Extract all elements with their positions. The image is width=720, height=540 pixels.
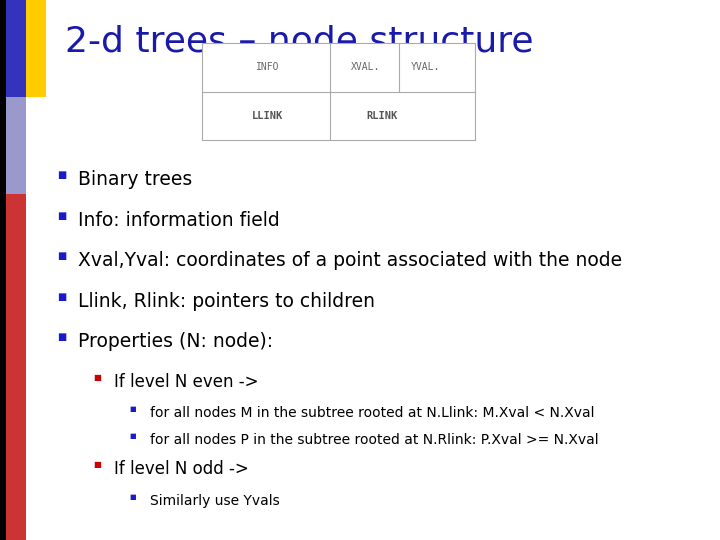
Bar [6, 97, 26, 194]
Text: ■: ■ [58, 332, 67, 342]
Text: If level N even ->: If level N even -> [114, 373, 258, 390]
Text: Binary trees: Binary trees [78, 170, 192, 189]
Text: ■: ■ [58, 211, 67, 221]
Text: XVAL.: XVAL. [351, 63, 380, 72]
Text: for all nodes M in the subtree rooted at N.Llink: M.Xval < N.Xval: for all nodes M in the subtree rooted at… [150, 406, 594, 420]
Text: RLINK: RLINK [366, 111, 398, 121]
Bar [0, 0, 6, 540]
Text: 2-d trees – node structure: 2-d trees – node structure [65, 24, 534, 58]
Text: Info: information field: Info: information field [78, 211, 279, 229]
Text: ■: ■ [130, 494, 136, 500]
Text: ■: ■ [58, 251, 67, 261]
Text: for all nodes P in the subtree rooted at N.Rlink: P.Xval >= N.Xval: for all nodes P in the subtree rooted at… [150, 433, 598, 447]
Bar [26, 0, 46, 97]
Text: ■: ■ [130, 433, 136, 439]
Bar [202, 43, 475, 140]
Text: If level N odd ->: If level N odd -> [114, 460, 248, 478]
Text: Llink, Rlink: pointers to children: Llink, Rlink: pointers to children [78, 292, 374, 310]
Text: ■: ■ [130, 406, 136, 412]
Text: ■: ■ [58, 292, 67, 302]
Text: Xval,Yval: coordinates of a point associated with the node: Xval,Yval: coordinates of a point associ… [78, 251, 622, 270]
Text: ■: ■ [58, 170, 67, 180]
Text: LLINK: LLINK [251, 111, 283, 121]
Text: INFO: INFO [256, 63, 279, 72]
Text: Properties (N: node):: Properties (N: node): [78, 332, 273, 351]
Bar [6, 0, 26, 97]
Bar [6, 194, 26, 540]
Text: YVAL.: YVAL. [411, 63, 441, 72]
Text: ■: ■ [94, 460, 102, 469]
Text: Similarly use Yvals: Similarly use Yvals [150, 494, 279, 508]
Text: ■: ■ [94, 373, 102, 382]
